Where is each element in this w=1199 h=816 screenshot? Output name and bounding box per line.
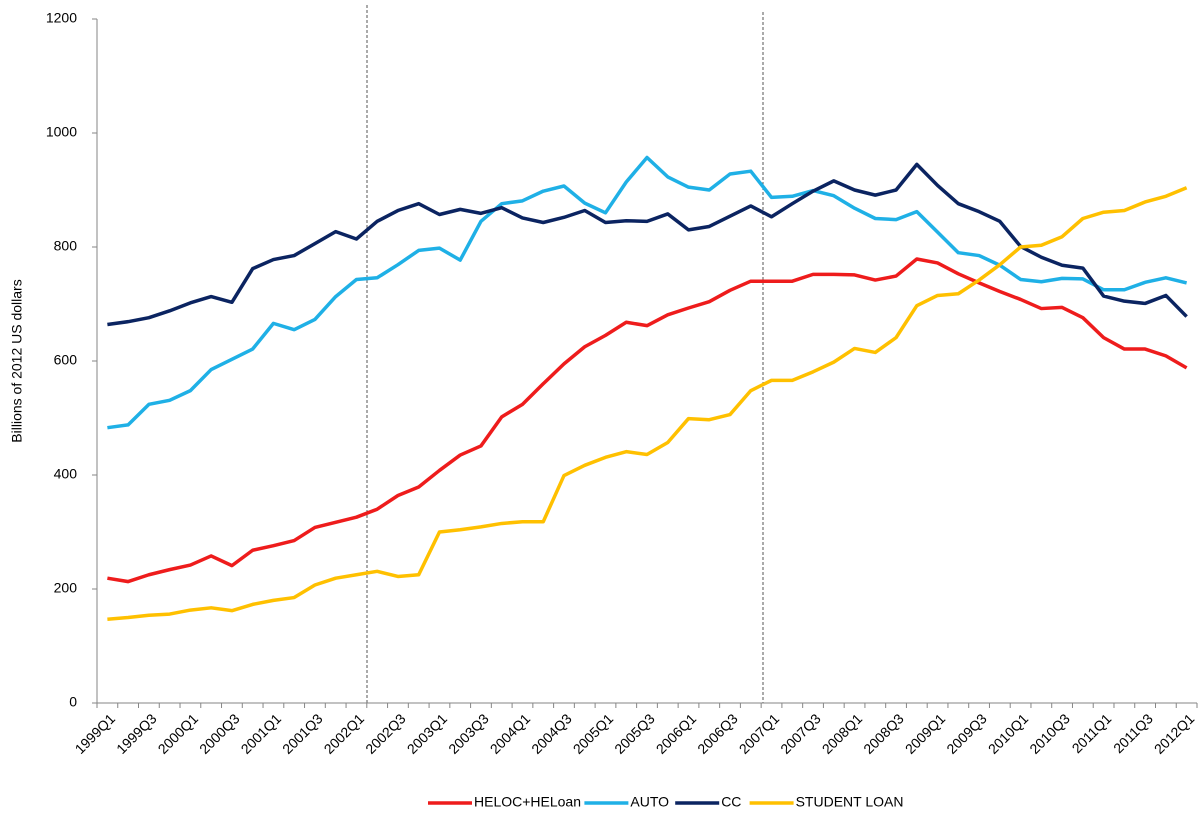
series-line [107,186,1188,621]
series-line [107,162,1188,327]
x-tick-label: 2005Q1 [570,710,617,757]
x-tick-label: 2008Q3 [860,710,907,757]
y-tick-label: 1200 [46,10,77,26]
x-tick-label: 2009Q1 [902,710,949,757]
x-tick-label: 2004Q3 [528,710,575,757]
series-line [107,257,1188,584]
legend-label: HELOC+HELoan [474,794,581,810]
x-tick-label: 2009Q3 [943,710,990,757]
x-tick-label: 2012Q1 [1151,710,1198,757]
x-tick-label: 2011Q1 [1069,710,1115,756]
y-tick-label: 800 [54,238,78,254]
x-tick-label: 2000Q3 [196,710,243,757]
legend-label: CC [721,794,741,810]
x-tick-label: 2004Q1 [487,710,534,757]
y-tick-label: 0 [69,694,77,710]
x-tick-label: 2003Q3 [445,710,492,757]
x-tick-label: 2006Q3 [694,710,741,757]
legend-label: STUDENT LOAN [796,794,904,810]
x-tick-label: 2002Q3 [362,710,409,757]
x-tick-label: 2011Q3 [1110,710,1156,756]
y-tick-label: 200 [54,580,78,596]
series-line [107,155,1188,430]
x-tick-label: 2003Q1 [404,710,451,757]
x-tick-label: 2005Q3 [611,710,658,757]
x-tick-label: 2008Q1 [819,710,866,757]
x-tick-label: 2002Q1 [321,710,368,757]
x-tick-label: 2010Q1 [985,710,1032,757]
x-tick-label: 2001Q1 [238,710,285,757]
x-tick-label: 1999Q1 [72,710,119,757]
x-tick-label: 2001Q3 [279,710,326,757]
x-tick-label: 2006Q1 [653,710,700,757]
x-tick-label: 1999Q3 [113,710,160,757]
x-tick-label: 2010Q3 [1026,710,1073,757]
x-tick-label: 2000Q1 [155,710,202,757]
y-tick-label: 400 [54,466,78,482]
x-tick-label: 2007Q1 [736,710,783,757]
x-tick-label: 2007Q3 [777,710,824,757]
y-tick-label: 600 [54,352,78,368]
y-tick-label: 1000 [46,124,77,140]
legend-label: AUTO [630,794,669,810]
y-axis-label: Billions of 2012 US dollars [9,279,25,442]
